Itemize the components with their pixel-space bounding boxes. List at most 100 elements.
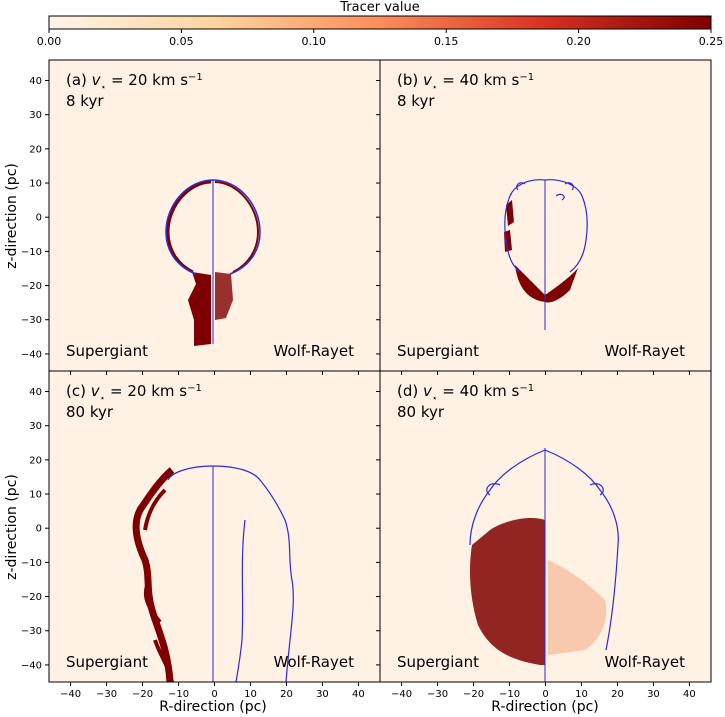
panels xyxy=(49,60,711,682)
panel-d-time: 80 kyr xyxy=(397,403,445,421)
y-tick-label: 30 xyxy=(29,421,42,432)
panel-d-label: (d) v⋆ = 40 km s−1 xyxy=(397,382,534,404)
colorbar-tick-label: 0.25 xyxy=(699,35,724,48)
panel-label-speed: = 20 km s xyxy=(105,382,187,400)
panel-label-variable: v xyxy=(92,71,102,89)
panel-a-contour xyxy=(165,179,261,275)
panel-c-left-label: Supergiant xyxy=(66,653,148,671)
y-tick-label: −10 xyxy=(21,247,42,258)
x-tick-label: −20 xyxy=(132,689,153,700)
y-tick-label: −10 xyxy=(21,558,42,569)
panel-label-star: ⋆ xyxy=(432,394,438,404)
panel-d-tracer-light xyxy=(548,560,607,655)
panel-b-tracer xyxy=(515,265,578,303)
panel-b-contour xyxy=(504,179,588,273)
x-tick-label: 30 xyxy=(316,689,329,700)
y-tick-label: −20 xyxy=(21,281,42,292)
y-tick-label: −40 xyxy=(21,349,42,360)
panel-d-left-label: Supergiant xyxy=(397,653,479,671)
panel-b-plume xyxy=(504,179,588,330)
panel-label-exponent: −1 xyxy=(519,72,534,83)
y-tick-label: 10 xyxy=(29,179,42,190)
panel-c-right-label: Wolf-Rayet xyxy=(274,653,355,671)
y-axis-label-top: z-direction (pc) xyxy=(4,163,20,269)
colorbar-tick-label: 0.10 xyxy=(302,35,327,48)
panel-c-time: 80 kyr xyxy=(66,403,114,421)
x-tick-label: 20 xyxy=(611,689,624,700)
panel-d-contour xyxy=(469,449,619,651)
panel-a-left-label: Supergiant xyxy=(66,342,148,360)
panel-d xyxy=(380,371,711,682)
x-tick-label: 40 xyxy=(683,689,696,700)
panel-label-variable: v xyxy=(91,382,101,400)
panel-b-label: (b) v⋆ = 40 km s−1 xyxy=(397,71,534,93)
x-tick-label: −10 xyxy=(168,689,189,700)
panel-a-shell-left xyxy=(166,180,212,274)
panel-label-prefix: (c) xyxy=(66,382,91,400)
panel-b xyxy=(380,60,711,371)
colorbar: Tracer value 0.00 0.05 0.10 0.15 0.20 0.25 xyxy=(37,0,724,48)
colorbar-tick-label: 0.05 xyxy=(169,35,194,48)
panel-label-star: ⋆ xyxy=(100,394,106,404)
panel-label-variable: v xyxy=(423,71,433,89)
y-axis-label-bottom: z-direction (pc) xyxy=(4,474,20,580)
x-axis-label-right: R-direction (pc) xyxy=(491,699,599,715)
y-tick-label: −40 xyxy=(21,660,42,671)
panel-a-right-label: Wolf-Rayet xyxy=(274,342,355,360)
y-tick-label: 0 xyxy=(36,213,42,224)
panel-d-plume xyxy=(469,448,619,682)
y-tick-label: 40 xyxy=(29,387,42,398)
panel-label-prefix: (b) xyxy=(397,71,423,89)
colorbar-tick-label: 0.00 xyxy=(37,35,62,48)
panel-a-label: (a) v⋆ = 20 km s−1 xyxy=(66,71,203,93)
x-axis-label-left: R-direction (pc) xyxy=(159,699,267,715)
panel-label-star: ⋆ xyxy=(432,83,438,93)
y-tick-label: −30 xyxy=(21,315,42,326)
y-tick-label: 40 xyxy=(29,76,42,87)
panel-label-exponent: −1 xyxy=(187,383,202,394)
panel-label-speed: = 40 km s xyxy=(438,71,520,89)
panel-c-frame: 40 30 20 10 0 −10 −20 −30 −40 −40 −30 −20 −10 0 10 20 30… xyxy=(21,370,381,700)
panel-label-star: ⋆ xyxy=(101,83,107,93)
panel-c xyxy=(49,371,380,682)
panel-label-prefix: (a) xyxy=(66,71,92,89)
panel-c-tracer-wisps xyxy=(143,488,174,682)
x-tick-label: −20 xyxy=(463,689,484,700)
panel-d-frame: −40 −30 −20 −10 0 10 20 30 40(d) v⋆ = 40 km s−18… xyxy=(376,370,712,700)
panel-d-border xyxy=(379,370,712,683)
panel-c-background xyxy=(49,371,380,682)
panel-label-variable: v xyxy=(423,382,433,400)
panel-a-plume xyxy=(165,179,261,346)
panel-a-tracer-left xyxy=(188,272,211,346)
x-tick-label: 30 xyxy=(647,689,660,700)
colorbar-tick-label: 0.15 xyxy=(434,35,459,48)
panel-label-prefix: (d) xyxy=(397,382,423,400)
panel-d-tracer xyxy=(470,518,545,665)
y-tick-label: 0 xyxy=(36,524,42,535)
y-tick-label: −30 xyxy=(21,626,42,637)
panel-b-time: 8 kyr xyxy=(397,92,435,110)
x-tick-label: 10 xyxy=(244,689,257,700)
y-tick-label: 10 xyxy=(29,490,42,501)
panel-b-right-label: Wolf-Rayet xyxy=(605,342,686,360)
panel-c-tracer xyxy=(132,467,175,682)
panel-a-time: 8 kyr xyxy=(66,92,104,110)
panel-a xyxy=(49,60,380,371)
panel-b-tracer-blobs xyxy=(504,200,514,252)
y-tick-label: −20 xyxy=(21,592,42,603)
y-tick-label: 20 xyxy=(29,455,42,466)
colorbar-title: Tracer value xyxy=(339,0,419,15)
x-tick-label: 0 xyxy=(211,689,217,700)
x-tick-label: −40 xyxy=(60,689,81,700)
panel-a-tracer-right xyxy=(215,272,233,320)
x-tick-label: 20 xyxy=(280,689,293,700)
panel-d-right-label: Wolf-Rayet xyxy=(605,653,686,671)
x-tick-label: 0 xyxy=(542,689,548,700)
x-tick-label: 40 xyxy=(352,689,365,700)
y-tick-label: 30 xyxy=(29,110,42,121)
panel-label-speed: = 20 km s xyxy=(106,71,188,89)
panel-c-label: (c) v⋆ = 20 km s−1 xyxy=(66,382,202,404)
